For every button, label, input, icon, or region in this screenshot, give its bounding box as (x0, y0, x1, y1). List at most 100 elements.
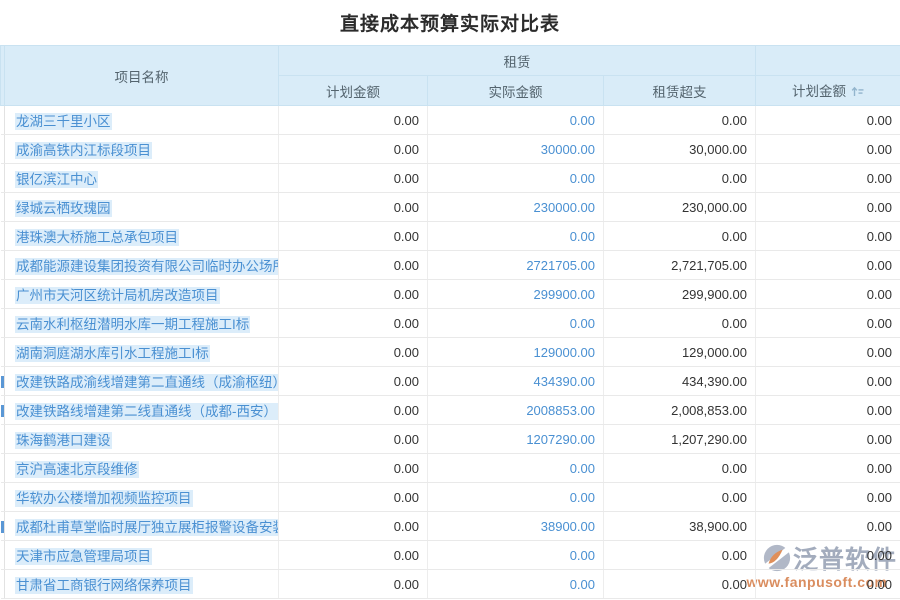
actual-amount-link[interactable]: 0.00 (569, 228, 595, 244)
table-row: 港珠澳大桥施工总承包项目 0.00 0.00 0.00 0.00 (0, 221, 900, 251)
project-name-link[interactable]: 天津市应急管理局项目 (15, 548, 152, 565)
project-name-link[interactable]: 珠海鹤港口建设 (15, 432, 112, 449)
project-name-link[interactable]: 湖南洞庭湖水库引水工程施工I标 (15, 345, 210, 362)
project-name-cell: 华软办公楼增加视频监控项目 (4, 482, 279, 512)
left-edge-cell (0, 279, 5, 309)
actual-amount-cell: 0.00 (427, 482, 604, 512)
table-row: 成都杜甫草堂临时展厅独立展柜报警设备安装项 0.00 38900.00 38,9… (0, 511, 900, 541)
col-header-rental-overspend[interactable]: 租赁超支 (602, 75, 757, 106)
col-header-plan-amount-2[interactable]: 计划金额 (755, 75, 900, 106)
project-name-link[interactable]: 云南水利枢纽潜明水库一期工程施工I标 (15, 316, 251, 333)
actual-amount-link[interactable]: 0.00 (569, 460, 595, 476)
plan-amount-cell: 0.00 (278, 569, 428, 599)
actual-amount-cell: 0.00 (427, 221, 604, 251)
plan-amount-2-cell: 0.00 (755, 453, 900, 483)
left-edge-cell (0, 250, 5, 280)
plan-amount-cell: 0.00 (278, 221, 428, 251)
plan-amount-cell: 0.00 (278, 453, 428, 483)
project-name-cell: 成渝高铁内江标段项目 (4, 134, 279, 164)
plan-amount-cell: 0.00 (278, 105, 428, 135)
plan-amount-2-cell: 0.00 (755, 395, 900, 425)
actual-amount-link[interactable]: 230000.00 (533, 199, 595, 215)
plan-amount-2-cell: 0.00 (755, 308, 900, 338)
project-name-cell: 绿城云栖玫瑰园 (4, 192, 279, 222)
rental-overspend-cell: 0.00 (603, 540, 757, 570)
group-header-empty (755, 45, 900, 76)
left-edge-cell (0, 540, 5, 570)
project-name-cell: 京沪高速北京段维修 (4, 453, 279, 483)
table-row: 珠海鹤港口建设 0.00 1207290.00 1,207,290.00 0.0… (0, 424, 900, 454)
actual-amount-link[interactable]: 30000.00 (540, 141, 595, 157)
plan-amount-2-cell: 0.00 (755, 511, 900, 541)
rental-overspend-cell: 299,900.00 (603, 279, 757, 309)
left-edge-cell (0, 192, 5, 222)
title-bar: 直接成本预算实际对比表 (0, 0, 900, 45)
project-name-cell: 改建铁路线增建第二线直通线（成都-西安）电 (4, 395, 279, 425)
actual-amount-cell: 2008853.00 (427, 395, 604, 425)
project-name-cell: 成都能源建设集团投资有限公司临时办公场所装 (4, 250, 279, 280)
actual-amount-link[interactable]: 434390.00 (533, 373, 595, 389)
rental-overspend-cell: 129,000.00 (603, 337, 757, 367)
actual-amount-link[interactable]: 2008853.00 (526, 402, 595, 418)
rental-overspend-cell: 0.00 (603, 569, 757, 599)
plan-amount-2-cell: 0.00 (755, 366, 900, 396)
actual-amount-cell: 38900.00 (427, 511, 604, 541)
project-name-link[interactable]: 改建铁路线增建第二线直通线（成都-西安）电 (15, 403, 278, 420)
plan-amount-cell: 0.00 (278, 250, 428, 280)
col-header-project-name[interactable]: 项目名称 (4, 45, 279, 106)
left-edge-cell (0, 453, 5, 483)
actual-amount-cell: 230000.00 (427, 192, 604, 222)
actual-amount-cell: 0.00 (427, 569, 604, 599)
plan-amount-cell: 0.00 (278, 163, 428, 193)
plan-amount-cell: 0.00 (278, 337, 428, 367)
actual-amount-link[interactable]: 0.00 (569, 315, 595, 331)
actual-amount-link[interactable]: 1207290.00 (526, 431, 595, 447)
table-row: 龙湖三千里小区 0.00 0.00 0.00 0.00 (0, 105, 900, 135)
actual-amount-link[interactable]: 0.00 (569, 547, 595, 563)
plan-amount-2-cell: 0.00 (755, 569, 900, 599)
rental-overspend-cell: 0.00 (603, 308, 757, 338)
project-name-link[interactable]: 成渝高铁内江标段项目 (15, 142, 152, 159)
project-name-link[interactable]: 绿城云栖玫瑰园 (15, 200, 112, 217)
actual-amount-cell: 0.00 (427, 453, 604, 483)
col-header-actual-amount[interactable]: 实际金额 (427, 75, 604, 106)
clipped-text-fragment (0, 521, 4, 534)
plan-amount-cell: 0.00 (278, 134, 428, 164)
actual-amount-link[interactable]: 0.00 (569, 112, 595, 128)
actual-amount-link[interactable]: 129000.00 (533, 344, 595, 360)
project-name-link[interactable]: 甘肃省工商银行网络保养项目 (15, 577, 193, 594)
rental-overspend-cell: 0.00 (603, 482, 757, 512)
clipped-text-fragment (0, 405, 4, 418)
left-edge-cell (0, 337, 5, 367)
project-name-link[interactable]: 广州市天河区统计局机房改造项目 (15, 287, 220, 304)
project-name-link[interactable]: 京沪高速北京段维修 (15, 461, 139, 478)
project-name-link[interactable]: 港珠澳大桥施工总承包项目 (15, 229, 179, 246)
rental-overspend-cell: 2,008,853.00 (603, 395, 757, 425)
rental-overspend-cell: 38,900.00 (603, 511, 757, 541)
actual-amount-link[interactable]: 299900.00 (533, 286, 595, 302)
project-name-cell: 珠海鹤港口建设 (4, 424, 279, 454)
project-name-link[interactable]: 成都杜甫草堂临时展厅独立展柜报警设备安装项 (15, 519, 278, 536)
actual-amount-link[interactable]: 2721705.00 (526, 257, 595, 273)
project-name-link[interactable]: 龙湖三千里小区 (15, 113, 112, 130)
col-header-plan-amount[interactable]: 计划金额 (278, 75, 428, 106)
actual-amount-link[interactable]: 0.00 (569, 489, 595, 505)
project-name-link[interactable]: 华软办公楼增加视频监控项目 (15, 490, 193, 507)
plan-amount-2-cell: 0.00 (755, 424, 900, 454)
project-name-cell: 云南水利枢纽潜明水库一期工程施工I标 (4, 308, 279, 338)
plan-amount-2-cell: 0.00 (755, 134, 900, 164)
actual-amount-cell: 1207290.00 (427, 424, 604, 454)
actual-amount-link[interactable]: 38900.00 (540, 518, 595, 534)
project-name-cell: 成都杜甫草堂临时展厅独立展柜报警设备安装项 (4, 511, 279, 541)
actual-amount-link[interactable]: 0.00 (569, 576, 595, 592)
left-edge-cell (0, 308, 5, 338)
project-name-link[interactable]: 改建铁路成渝线增建第二直通线（成渝枢纽）电 (15, 374, 278, 391)
actual-amount-link[interactable]: 0.00 (569, 170, 595, 186)
plan-amount-cell: 0.00 (278, 540, 428, 570)
sort-icon[interactable] (851, 85, 864, 101)
table-row: 银亿滨江中心 0.00 0.00 0.00 0.00 (0, 163, 900, 193)
project-name-link[interactable]: 成都能源建设集团投资有限公司临时办公场所装 (15, 258, 278, 275)
project-name-link[interactable]: 银亿滨江中心 (15, 171, 98, 188)
table-row: 甘肃省工商银行网络保养项目 0.00 0.00 0.00 0.00 (0, 569, 900, 599)
rental-overspend-cell: 0.00 (603, 453, 757, 483)
